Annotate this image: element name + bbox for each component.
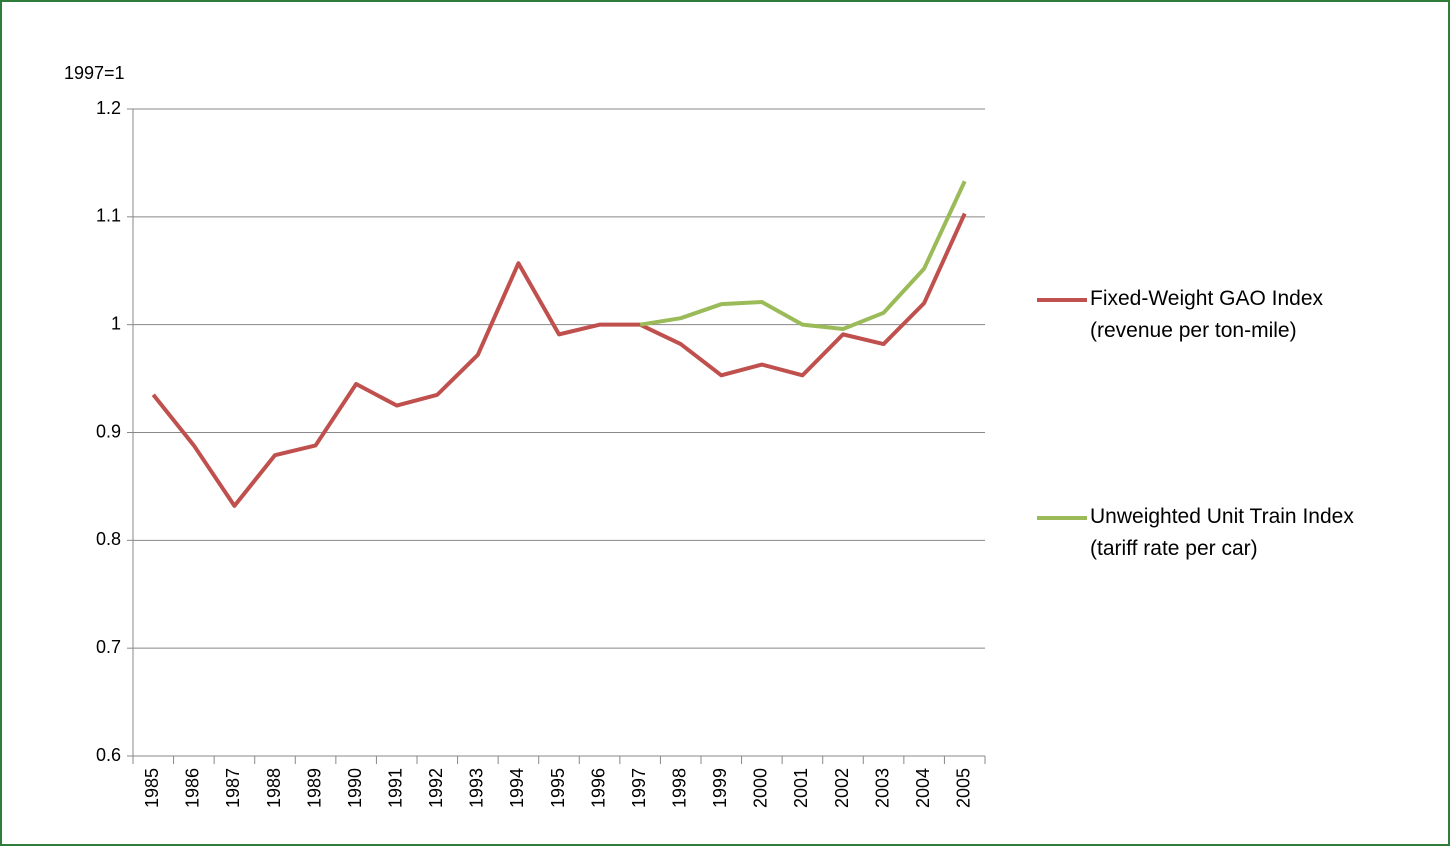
x-tick-label: 1996 — [588, 768, 608, 808]
x-tick-label: 2005 — [953, 768, 973, 808]
x-tick-label: 2002 — [832, 768, 852, 808]
y-tick-label: 1.1 — [96, 206, 121, 226]
y-tick-label: 0.7 — [96, 637, 121, 657]
x-tick-label: 1994 — [507, 768, 527, 808]
x-tick-label: 2000 — [751, 768, 771, 808]
y-tick-label: 0.6 — [96, 745, 121, 765]
x-tick-label: 1987 — [223, 768, 243, 808]
x-tick-label: 1988 — [264, 768, 284, 808]
x-tick-label: 1993 — [467, 768, 487, 808]
x-tick-label: 1999 — [710, 768, 730, 808]
y-tick-label: 0.9 — [96, 421, 121, 441]
x-tick-label: 1985 — [142, 768, 162, 808]
x-tick-label: 2004 — [913, 768, 933, 808]
legend-label: Fixed-Weight GAO Index (revenue per ton-… — [1090, 287, 1324, 342]
y-tick-label: 1 — [111, 313, 121, 333]
series-line — [151, 212, 967, 508]
x-tick-label: 2003 — [872, 768, 892, 808]
x-tick-label: 1991 — [385, 768, 405, 808]
x-tick-label: 1990 — [345, 768, 365, 808]
x-tick-label: 2001 — [791, 768, 811, 808]
legend-label: Unweighted Unit Train Index (tariff rate… — [1090, 505, 1354, 560]
y-tick-label: 1.2 — [96, 98, 121, 118]
x-tick-label: 1989 — [304, 768, 324, 808]
series-line — [639, 180, 967, 331]
x-tick-label: 1997 — [629, 768, 649, 808]
x-tick-label: 1995 — [548, 768, 568, 808]
y-tick-label: 0.8 — [96, 529, 121, 549]
x-tick-label: 1992 — [426, 768, 446, 808]
y-axis-label: 1997=1 — [64, 63, 125, 83]
x-tick-label: 1998 — [669, 768, 689, 808]
x-tick-label: 1986 — [183, 768, 203, 808]
